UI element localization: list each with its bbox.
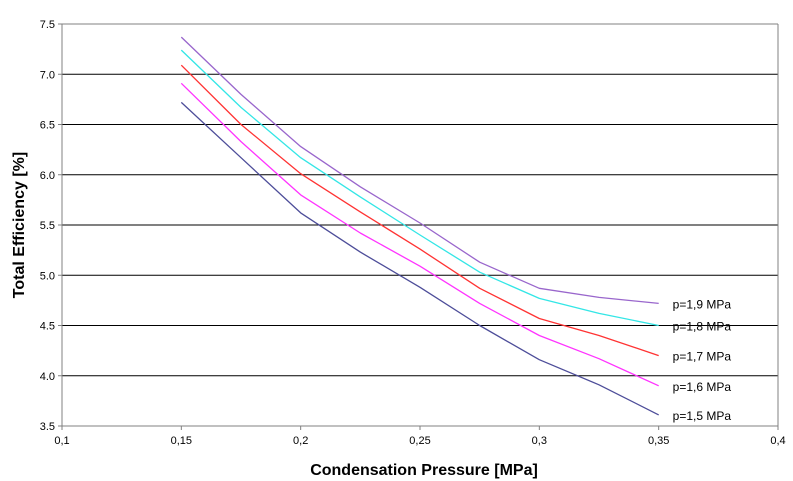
series-line <box>180 64 659 357</box>
x-tick-label: 0,2 <box>293 435 308 447</box>
y-tick-label: 7.0 <box>40 69 55 81</box>
axis-layer <box>58 23 779 430</box>
x-axis-title: Condensation Pressure [MPa] <box>310 462 538 479</box>
x-tick-label: 0,1 <box>54 435 69 447</box>
series-label: p=1,7 MPa <box>673 350 732 364</box>
series-line <box>180 101 659 416</box>
series-line <box>180 82 659 387</box>
x-tick-label: 0,4 <box>770 435 785 447</box>
x-tick-label: 0,25 <box>409 435 430 447</box>
series-label: p=1,6 MPa <box>673 380 732 394</box>
y-tick-label: 6.0 <box>40 170 55 182</box>
series-label: p=1,9 MPa <box>673 297 732 311</box>
series-line <box>180 36 659 305</box>
series-label-layer: p=1,9 MPa p=1,8 MPa p=1,7 MPa p=1,6 MPa p=1,… <box>673 297 732 423</box>
y-tick-label: 6.5 <box>40 120 55 132</box>
y-axis-title: Total Efficiency [%] <box>11 152 28 298</box>
y-tick-label: 7.5 <box>40 19 55 31</box>
tick-label-layer: 3.5 4.0 4.5 5.0 5.5 6.0 6.5 7.0 7.5 0,1 0,15 0,2 0,2… <box>40 19 786 447</box>
y-tick-label: 3.5 <box>40 421 55 433</box>
x-tick-label: 0,35 <box>648 435 669 447</box>
y-tick-label: 5.5 <box>40 220 55 232</box>
series-line <box>180 49 659 327</box>
y-tick-label: 4.5 <box>40 321 55 333</box>
series-layer <box>180 36 659 416</box>
x-tick-label: 0,3 <box>532 435 547 447</box>
y-tick-label: 4.0 <box>40 371 55 383</box>
series-label: p=1,5 MPa <box>673 409 732 423</box>
y-tick-label: 5.0 <box>40 270 55 282</box>
series-label: p=1,8 MPa <box>673 320 732 334</box>
x-tick-label: 0,15 <box>171 435 192 447</box>
grid-layer <box>62 23 778 377</box>
